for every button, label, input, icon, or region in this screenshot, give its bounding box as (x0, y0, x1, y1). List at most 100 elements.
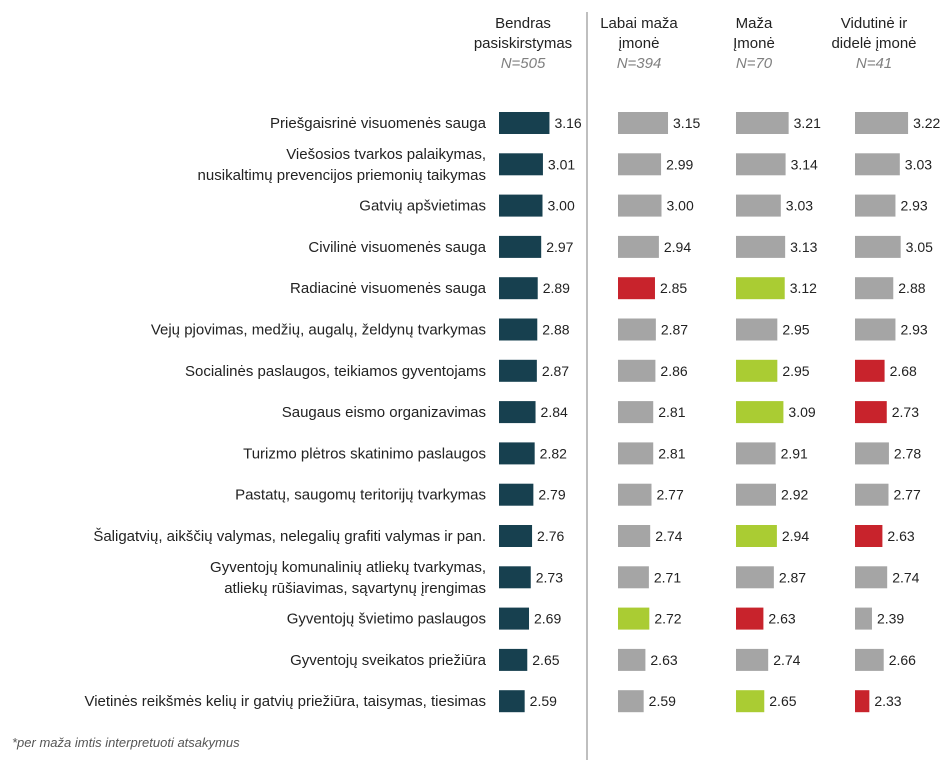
data-label: 2.74 (892, 569, 919, 585)
data-label: 2.95 (782, 322, 809, 338)
bar (499, 648, 528, 671)
bar (855, 648, 884, 671)
data-label: 2.65 (769, 693, 796, 709)
data-label: 2.59 (649, 693, 676, 709)
data-label: 3.12 (790, 280, 817, 296)
data-label: 2.89 (543, 280, 570, 296)
bar (855, 401, 887, 424)
column-title: Vidutinė ir didelė įmonė (831, 15, 917, 52)
data-label: 3.03 (905, 156, 932, 172)
bar (499, 112, 550, 134)
data-label: 2.76 (537, 528, 564, 544)
column-title: Bendras pasiskirstymas (473, 15, 573, 52)
bar (855, 607, 872, 630)
bar (736, 525, 777, 547)
bar (736, 648, 769, 671)
bar (618, 277, 655, 300)
category-label: Gyventojų komunalinių atliekų tvarkymas, (210, 559, 486, 576)
bar (855, 194, 896, 217)
data-label: 2.81 (658, 404, 685, 420)
data-label: 2.33 (874, 693, 901, 709)
bar (855, 525, 883, 547)
bar (855, 112, 909, 134)
bar (499, 566, 531, 589)
data-label: 2.87 (661, 322, 688, 338)
category-label: Gyventojų švietimo paslaugos (287, 611, 486, 628)
data-label: 2.63 (768, 611, 795, 627)
bar (736, 235, 786, 258)
bar (736, 153, 786, 176)
bar (855, 153, 900, 176)
bar (736, 401, 784, 424)
data-label: 2.93 (900, 198, 927, 214)
data-label: 3.00 (667, 198, 694, 214)
data-label: 2.84 (541, 404, 568, 420)
bar (855, 277, 894, 300)
column-title: Labai maža įmonė (600, 15, 678, 52)
bar (736, 277, 785, 300)
bar (855, 566, 888, 589)
category-label: Turizmo plėtros skatinimo paslaugos (243, 445, 486, 462)
bar (618, 112, 669, 134)
data-label: 3.15 (673, 115, 700, 131)
data-label: 2.92 (781, 487, 808, 503)
data-label: 2.78 (894, 445, 921, 461)
data-label: 2.82 (540, 445, 567, 461)
data-label: 2.88 (898, 280, 925, 296)
data-label: 2.63 (887, 528, 914, 544)
data-label: 2.87 (779, 569, 806, 585)
category-label: atliekų rūšiavimas, sąvartynų įrengimas (224, 580, 486, 597)
bar (736, 318, 778, 341)
data-label: 2.39 (877, 611, 904, 627)
bar (618, 401, 654, 424)
data-label: 2.87 (542, 363, 569, 379)
bar (855, 442, 889, 465)
data-label: 3.21 (794, 115, 821, 131)
bar (499, 153, 543, 176)
bar (499, 607, 530, 630)
bar (499, 318, 538, 341)
bar (618, 690, 644, 713)
data-label: 3.22 (913, 115, 940, 131)
bar (499, 277, 538, 300)
column-sample-size: N=505 (500, 55, 546, 72)
category-label: Gyventojų sveikatos priežiūra (290, 652, 487, 669)
data-label: 2.66 (889, 652, 916, 668)
data-label: 2.86 (660, 363, 687, 379)
data-label: 3.03 (786, 198, 813, 214)
bar (618, 442, 654, 465)
bar (618, 235, 659, 258)
bar (499, 442, 535, 465)
data-label: 2.73 (892, 404, 919, 420)
category-label: Priešgaisrinė visuomenės sauga (270, 115, 487, 132)
column-header-3: Vidutinė ir didelė įmonė N=41 (818, 14, 930, 74)
bar (499, 401, 536, 424)
bar (618, 566, 649, 589)
column-header-1: Labai maža įmonė N=394 (592, 14, 686, 74)
bar (736, 442, 776, 465)
bar (618, 359, 656, 382)
bar (618, 607, 650, 630)
data-label: 2.95 (782, 363, 809, 379)
bar (618, 648, 646, 671)
category-label: Socialinės paslaugos, teikiamos gyventoj… (185, 363, 486, 380)
data-label: 2.63 (650, 652, 677, 668)
category-label: Civilinė visuomenės sauga (308, 239, 486, 256)
footnote: *per maža imtis interpretuoti atsakymus (12, 735, 240, 750)
data-label: 2.97 (546, 239, 573, 255)
data-label: 2.91 (781, 445, 808, 461)
data-label: 3.09 (788, 404, 815, 420)
data-label: 2.77 (893, 487, 920, 503)
column-sample-size: N=70 (735, 55, 773, 72)
data-label: 2.68 (890, 363, 917, 379)
data-label: 2.74 (773, 652, 800, 668)
data-label: 2.69 (534, 611, 561, 627)
bar (855, 483, 889, 506)
data-label: 2.85 (660, 280, 687, 296)
bar (499, 690, 525, 713)
category-label: Saugaus eismo organizavimas (282, 404, 486, 421)
data-label: 2.81 (658, 445, 685, 461)
bar (618, 483, 652, 506)
data-label: 3.14 (791, 156, 818, 172)
data-label: 2.93 (900, 322, 927, 338)
